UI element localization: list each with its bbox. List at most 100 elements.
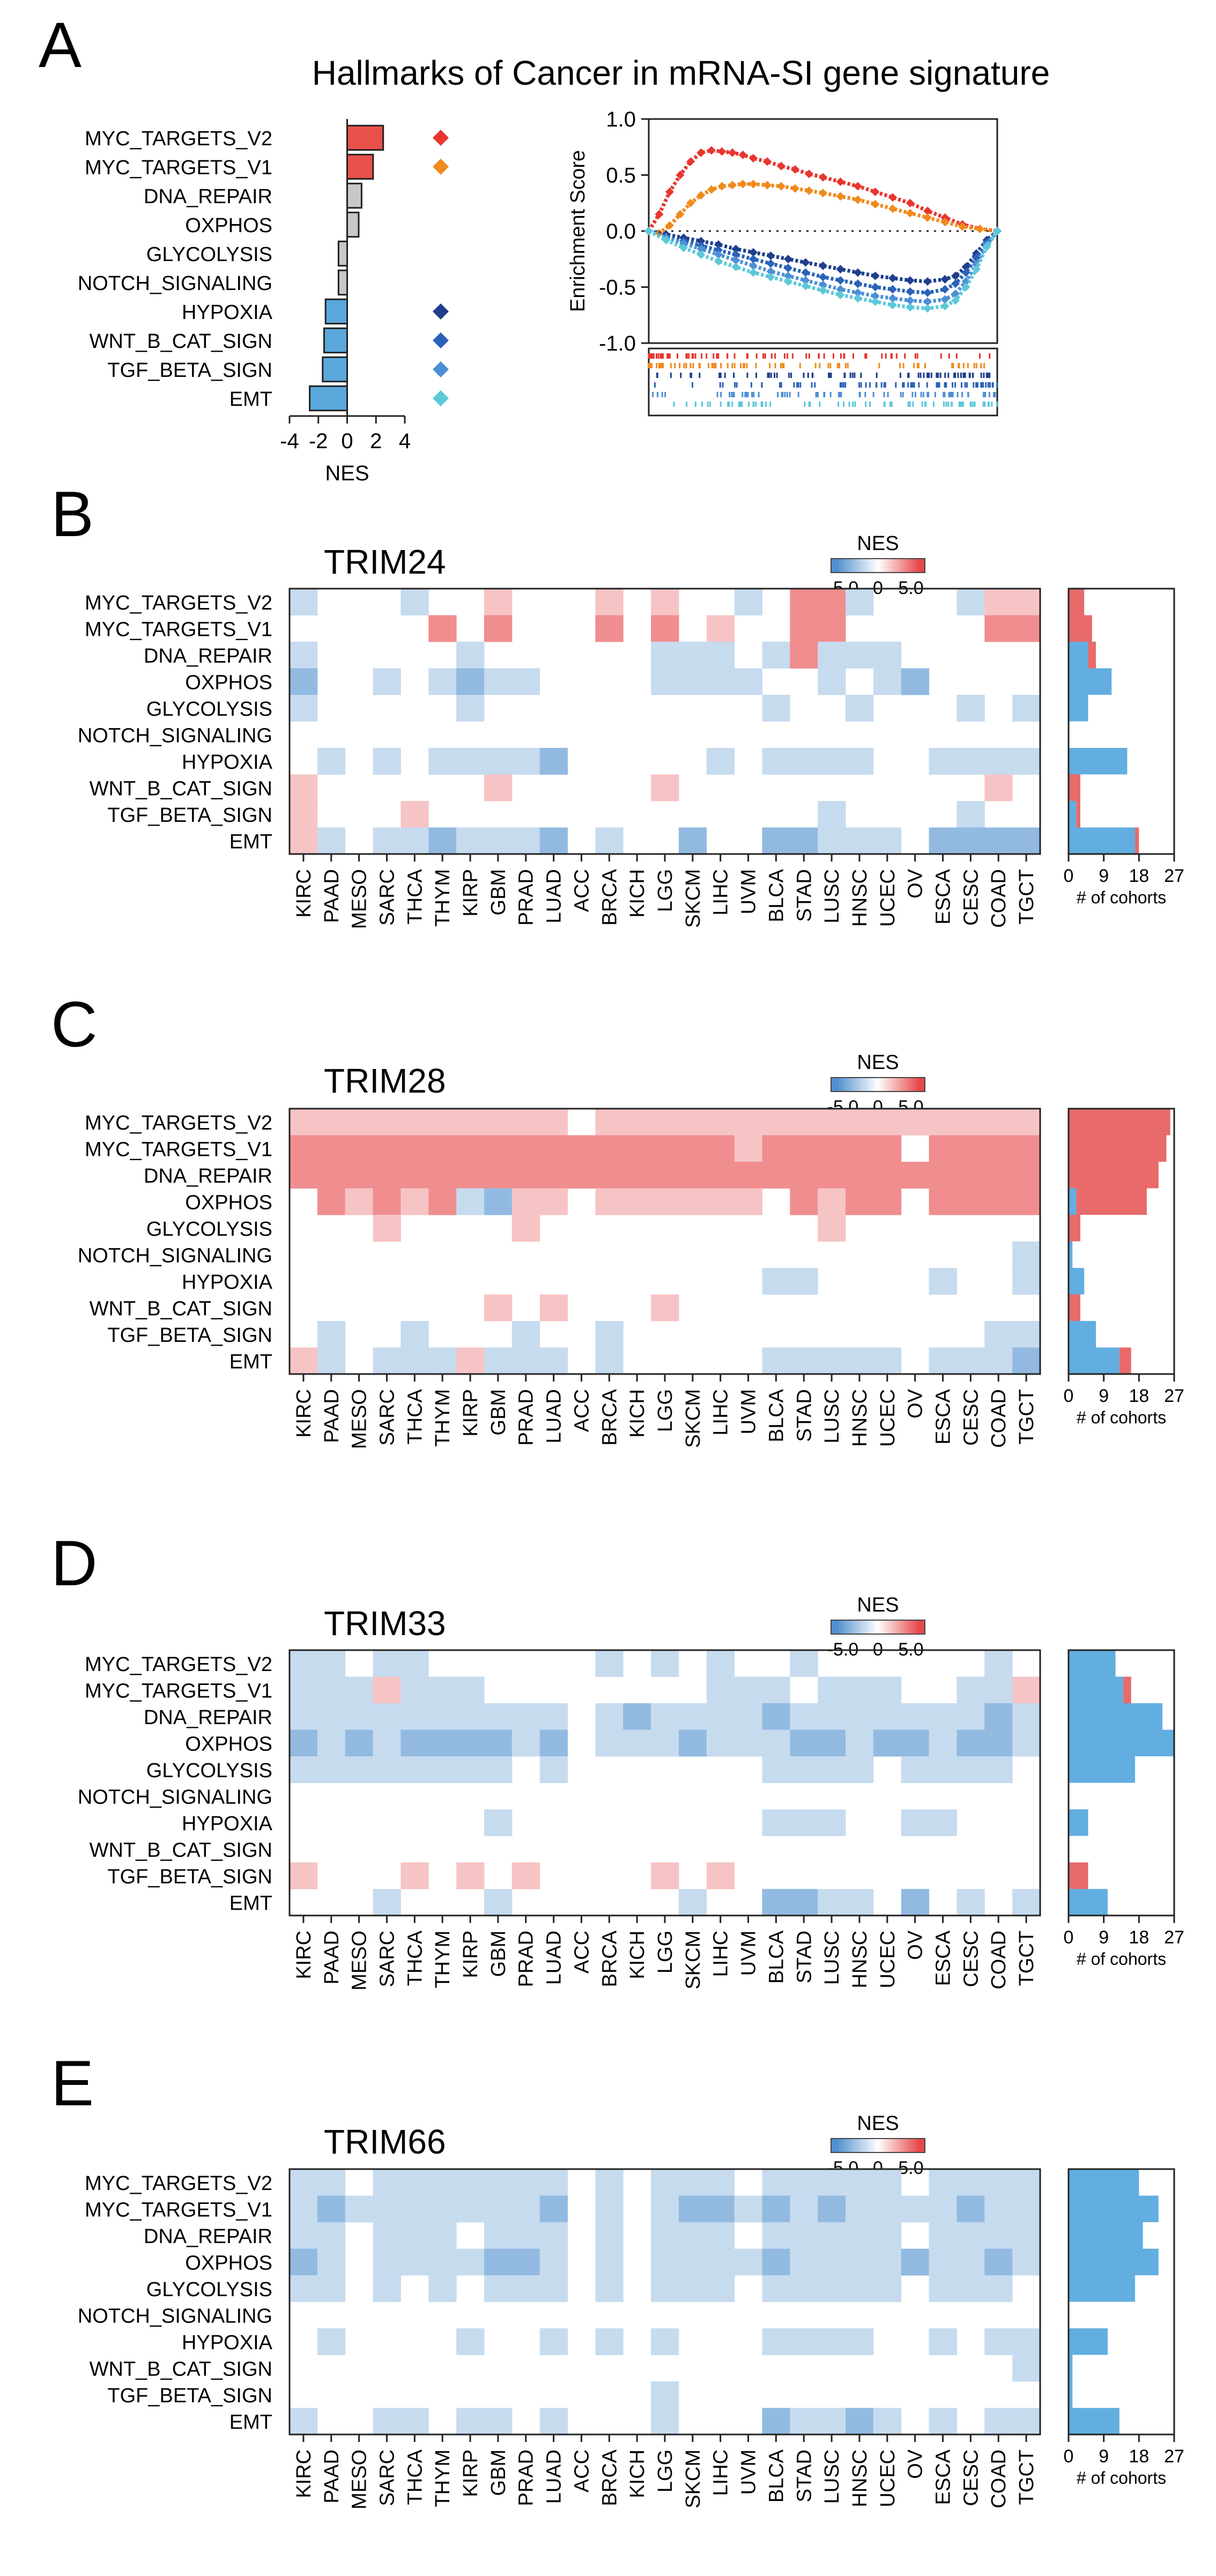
hist-bar-positive (1076, 1188, 1147, 1215)
col-label: STAD (793, 2449, 815, 2503)
es-point (906, 296, 915, 305)
legend-swatch (842, 559, 845, 573)
hist-bar-negative (1069, 1321, 1096, 1348)
heatmap-cell (401, 1676, 429, 1704)
es-point (961, 268, 970, 277)
heatmap-cell (290, 1650, 318, 1677)
es-point (923, 297, 932, 306)
legend-swatch (831, 559, 834, 573)
heatmap-cell (595, 2328, 624, 2355)
heatmap-cell (595, 2195, 624, 2223)
hist-bar-positive (1069, 615, 1092, 642)
col-label: GBM (487, 1389, 510, 1436)
col-label: COAD (988, 2449, 1010, 2508)
heatmap-cell (846, 2195, 874, 2223)
legend-swatch (882, 1620, 885, 1634)
heatmap-cell (706, 2169, 735, 2196)
heatmap-cell (623, 1162, 651, 1189)
heatmap-cell (456, 827, 485, 855)
heatmap-cell (678, 1729, 707, 1757)
es-point (854, 288, 862, 297)
heatmap-cell (484, 2222, 513, 2249)
legend-swatch (906, 559, 909, 573)
heatmap-cell (623, 1109, 651, 1135)
heatmap-cell (651, 1188, 679, 1215)
bar-label: WNT_B_CAT_SIGN (90, 330, 272, 353)
legend-swatch (839, 559, 842, 573)
legend-swatch (871, 559, 874, 573)
es-point (791, 165, 799, 174)
heatmap-cell (623, 1703, 651, 1730)
heatmap-cell (706, 748, 735, 775)
es-point (777, 161, 785, 170)
heatmap-cell (706, 2275, 735, 2302)
col-label: THCA (404, 868, 426, 924)
bar-label: MYC_TARGETS_V2 (85, 128, 272, 150)
heatmap-cell (762, 1756, 790, 1783)
legend-swatch (852, 1620, 856, 1634)
heatmap-cell (484, 1729, 513, 1757)
heatmap-cell (678, 1162, 707, 1189)
heatmap-cell (1012, 2195, 1041, 2223)
heatmap-title: TRIM66 (324, 2122, 446, 2161)
legend-swatch (874, 1078, 877, 1092)
es-point (805, 169, 813, 179)
heatmap-cell (456, 1676, 485, 1704)
es-point (819, 280, 827, 289)
heatmap-cell (317, 1676, 346, 1704)
y-tick-label: -1.0 (599, 332, 636, 355)
es-point (871, 199, 880, 209)
row-label: MYC_TARGETS_V2 (85, 1112, 272, 1134)
legend-swatch (852, 559, 856, 573)
heatmap-cell (317, 2169, 346, 2196)
figure-title: Hallmarks of Cancer in mRNA-SI gene sign… (312, 54, 1050, 92)
col-label: KICH (626, 869, 649, 918)
col-label: STAD (793, 1931, 815, 1984)
heatmap-cell (595, 1109, 624, 1135)
bar-label: HYPOXIA (182, 301, 273, 324)
heatmap-cell (1012, 615, 1041, 642)
es-point (749, 180, 758, 189)
es-point (805, 186, 813, 195)
heatmap-cell (651, 668, 679, 695)
heatmap-cell (846, 2248, 874, 2276)
heatmap-cell (901, 668, 930, 695)
heatmap-cell (539, 1703, 568, 1730)
heatmap-cell (595, 615, 624, 642)
heatmap-cell (1012, 1729, 1041, 1757)
row-label: TGF_BETA_SIGN (107, 1324, 272, 1347)
col-label: ESCA (932, 1930, 955, 1986)
col-label: TGCT (1015, 2449, 1038, 2505)
legend-title: NES (857, 1594, 899, 1616)
heatmap-cell (317, 1347, 346, 1375)
col-label: OV (904, 2449, 927, 2479)
legend-swatch (887, 559, 891, 573)
heatmap-cell (901, 1889, 930, 1916)
heatmap-cell (511, 2275, 540, 2302)
legend-swatch (834, 2139, 837, 2152)
col-label: KIRP (459, 2449, 482, 2497)
es-point (836, 276, 845, 285)
hist-tick-label: 18 (1129, 1386, 1149, 1406)
heatmap-cell (818, 827, 846, 855)
heatmap-cell (762, 642, 790, 669)
es-point (714, 246, 723, 255)
heatmap-cell (428, 1676, 457, 1704)
heatmap-cell (401, 589, 429, 615)
es-point (906, 198, 915, 207)
legend-swatch (834, 559, 837, 573)
heatmap-cell (428, 2169, 457, 2196)
col-label: SARC (376, 1931, 398, 1987)
legend-swatch (850, 559, 853, 573)
heatmap-cell (984, 589, 1013, 615)
heatmap-cell (846, 1729, 874, 1757)
heatmap-cell (401, 2248, 429, 2276)
hist-bar-negative (1069, 2355, 1073, 2381)
heatmap-cell (929, 748, 957, 775)
es-point (731, 244, 740, 254)
es-point (940, 274, 950, 284)
heatmap-cell (511, 748, 540, 775)
heatmap-cell (484, 774, 513, 801)
heatmap-cell (290, 695, 318, 722)
col-label: KICH (626, 1389, 649, 1438)
